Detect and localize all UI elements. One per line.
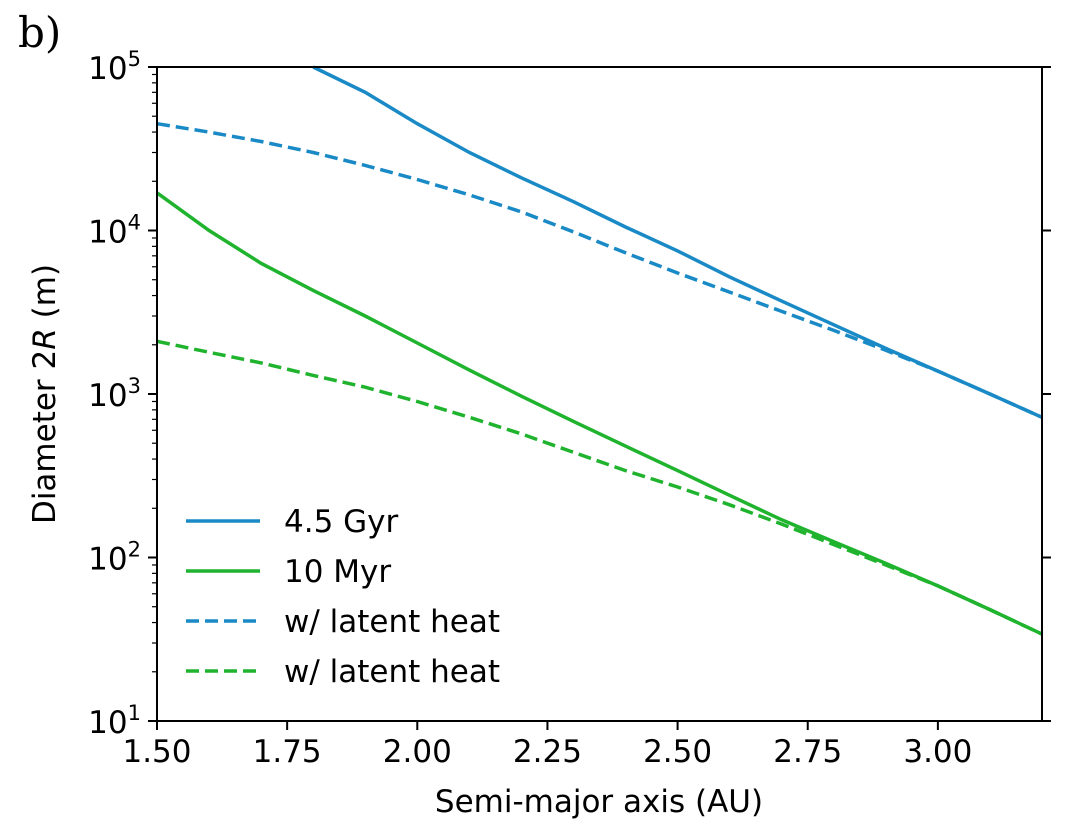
panel-label: b): [18, 8, 62, 57]
y-axis-label-prefix: Diameter 2: [27, 350, 63, 524]
x-tick-label: 3.00: [903, 734, 972, 770]
y-tick-label: 103: [88, 374, 141, 414]
series-line-1-solid: [312, 65, 1043, 419]
y-axis-label: Diameter 2R (m): [27, 264, 63, 524]
x-axis-label: Semi-major axis (AU): [435, 784, 763, 820]
x-tick-label: 2.75: [773, 734, 842, 770]
y-tick-label: 102: [88, 538, 141, 578]
legend: 4.5 Gyr 10 Myr w/ latent heat w/ latent hea…: [186, 504, 500, 690]
legend-label-2: 10 Myr: [284, 554, 391, 590]
series-layer: [155, 65, 1043, 636]
ticks-layer: 1.50 1.75 2.00 2.25 2.50 2.75 3.00 101 102 103 104…: [88, 47, 1051, 770]
series-line-4-dashed: [156, 339, 1043, 636]
x-tick-label: 2.00: [383, 734, 452, 770]
y-tick-label: 105: [88, 47, 141, 87]
y-axis-label-variable: R: [27, 328, 63, 350]
series-line-3-dashed: [156, 121, 1043, 419]
x-tick-label: 1.75: [253, 734, 322, 770]
y-axis-label-suffix: (m): [27, 264, 63, 328]
legend-label-1: 4.5 Gyr: [284, 504, 399, 540]
x-tick-label: 1.50: [122, 734, 191, 770]
legend-label-4: w/ latent heat: [284, 654, 500, 690]
legend-label-3: w/ latent heat: [284, 604, 500, 640]
y-tick-label: 101: [88, 701, 141, 741]
x-tick-label: 2.25: [513, 734, 582, 770]
y-tick-label: 104: [88, 211, 141, 251]
x-tick-label: 2.50: [643, 734, 712, 770]
